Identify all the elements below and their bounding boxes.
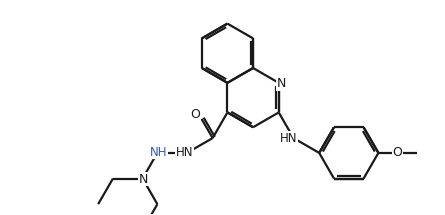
Text: O: O — [190, 108, 200, 121]
Text: N: N — [277, 77, 287, 90]
Text: HN: HN — [280, 132, 297, 145]
Text: N: N — [138, 172, 148, 186]
Text: O: O — [392, 146, 403, 159]
Text: HN: HN — [176, 146, 193, 159]
Text: NH: NH — [150, 146, 168, 159]
